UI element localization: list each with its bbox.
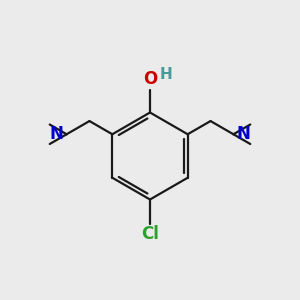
Text: O: O xyxy=(143,70,157,88)
Text: N: N xyxy=(237,125,251,143)
Text: H: H xyxy=(160,67,172,82)
Text: Cl: Cl xyxy=(141,225,159,243)
Text: N: N xyxy=(49,125,63,143)
